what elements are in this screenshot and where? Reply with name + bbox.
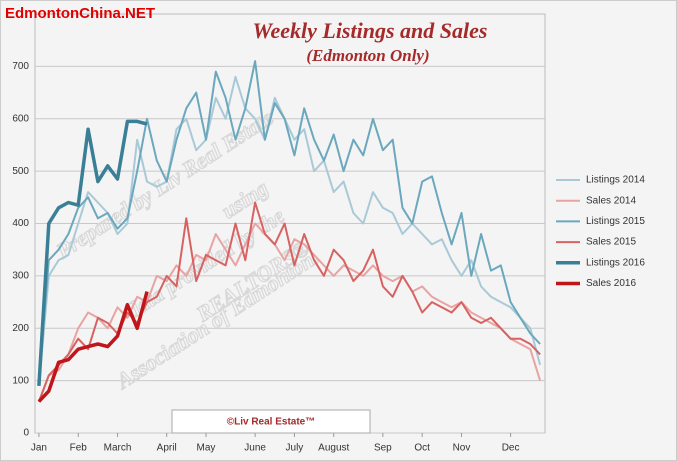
y-tick-label: 500 <box>12 166 29 177</box>
x-tick-label: August <box>318 443 349 454</box>
x-tick-label: Sep <box>374 443 392 454</box>
y-tick-label: 600 <box>12 113 29 124</box>
x-tick-label: Dec <box>502 443 520 454</box>
series-line <box>37 75 542 386</box>
y-tick-label: 200 <box>12 323 29 334</box>
x-tick-label: March <box>104 443 132 454</box>
chart-subtitle: (Edmonton Only) <box>306 46 429 65</box>
legend-label: Sales 2015 <box>586 237 636 248</box>
x-tick-label: June <box>244 443 266 454</box>
x-tick-label: Jan <box>31 443 47 454</box>
legend-label: Sales 2016 <box>586 278 636 289</box>
series-line <box>37 222 542 402</box>
y-tick-label: 700 <box>12 61 29 72</box>
y-tick-label: 0 <box>23 428 29 439</box>
series-line <box>37 119 148 387</box>
y-tick-label: 300 <box>12 271 29 282</box>
y-tick-label: 100 <box>12 375 29 386</box>
series-line <box>37 291 149 403</box>
x-tick-label: Feb <box>70 443 88 454</box>
legend-label: Listings 2016 <box>586 257 645 268</box>
x-tick-label: Oct <box>414 443 430 454</box>
x-tick-label: Nov <box>453 443 471 454</box>
legend-label: Listings 2015 <box>586 216 645 227</box>
y-tick-label: 400 <box>12 218 29 229</box>
chart-title: Weekly Listings and Sales <box>253 18 488 43</box>
legend-label: Sales 2014 <box>586 195 636 206</box>
x-tick-label: April <box>157 443 177 454</box>
series-line <box>37 60 541 381</box>
x-tick-label: May <box>197 443 216 454</box>
site-name: EdmontonChina.NET <box>5 5 155 22</box>
legend-label: Listings 2014 <box>586 175 645 186</box>
footer-box <box>171 409 371 434</box>
x-tick-label: July <box>286 443 304 454</box>
footer: ©Liv Real Estate™ <box>227 417 316 428</box>
